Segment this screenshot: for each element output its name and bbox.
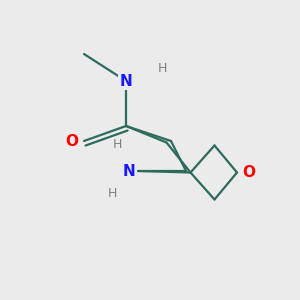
Text: O: O — [65, 134, 79, 148]
Text: N: N — [120, 74, 132, 88]
Text: H: H — [112, 137, 122, 151]
Text: H: H — [108, 187, 117, 200]
Text: N: N — [123, 164, 135, 178]
Text: H: H — [157, 62, 167, 76]
Text: O: O — [242, 165, 256, 180]
